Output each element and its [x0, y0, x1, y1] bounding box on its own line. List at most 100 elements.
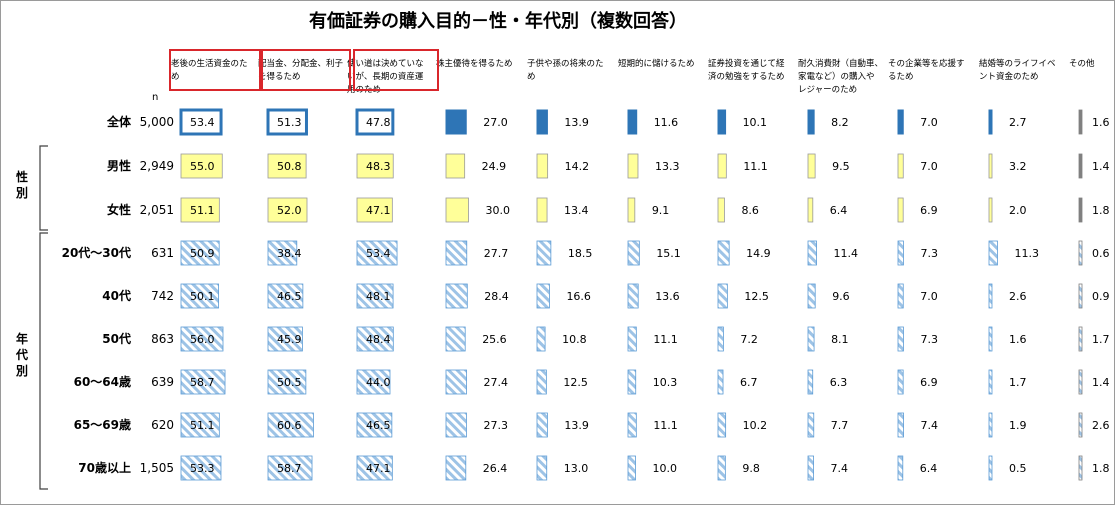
value-label: 9.8: [742, 462, 760, 475]
value-label: 9.6: [832, 290, 850, 303]
row-label: 男性: [107, 158, 131, 173]
group-label-char: 年: [16, 331, 28, 346]
header-highlight-box: [353, 49, 439, 91]
bar-1-4: [536, 153, 549, 179]
bar-6-3: [445, 369, 467, 395]
row-label: 女性: [107, 202, 131, 217]
column-header-line: 済の勉強をするため: [708, 71, 785, 82]
value-label: 26.4: [483, 462, 508, 475]
column-header-line: ント資金のため: [979, 71, 1039, 82]
column-header-line: 証券投資を通じて経: [708, 58, 785, 69]
value-label: 51.3: [277, 116, 302, 129]
bar-1-9: [988, 153, 993, 179]
value-label: 46.5: [366, 419, 391, 432]
column-header-line: レジャーのため: [798, 85, 857, 95]
value-label: 53.4: [190, 116, 215, 129]
bar-3-8: [897, 240, 904, 266]
bar-4-3: [445, 283, 468, 309]
value-label: 50.9: [190, 247, 215, 260]
bar-4-5: [627, 283, 639, 309]
value-label: 52.0: [277, 204, 302, 217]
column-header-line: その企業等を応援す: [888, 58, 965, 69]
bar-2-9: [988, 197, 993, 223]
bar-3-5: [627, 240, 640, 266]
bar-1-2: [356, 153, 394, 179]
bar-5-2: [356, 326, 394, 352]
value-label: 25.6: [482, 333, 507, 346]
value-label: 11.6: [654, 116, 679, 129]
row-n: 742: [151, 289, 174, 303]
value-label: 2.7: [1009, 116, 1027, 129]
value-label: 1.8: [1092, 204, 1110, 217]
bar-0-6: [717, 109, 727, 135]
bar-1-8: [897, 153, 904, 179]
bar-5-9: [988, 326, 993, 352]
value-label: 13.4: [564, 204, 589, 217]
value-label: 7.3: [920, 333, 938, 346]
n-label: n: [152, 92, 158, 103]
value-label: 1.6: [1092, 116, 1110, 129]
value-label: 14.9: [746, 247, 771, 260]
value-label: 3.2: [1009, 160, 1027, 173]
value-label: 46.5: [277, 290, 302, 303]
bar-1-3: [445, 153, 466, 179]
bar-7-3: [445, 412, 467, 438]
bar-3-9: [988, 240, 998, 266]
column-header-line: 結婚等のライフイベ: [979, 58, 1056, 69]
value-label: 2.0: [1009, 204, 1027, 217]
bar-4-8: [897, 283, 904, 309]
bar-3-3: [445, 240, 468, 266]
bar-3-7: [807, 240, 817, 266]
value-label: 47.1: [366, 204, 391, 217]
row-label: 70歳以上: [78, 460, 131, 475]
value-label: 0.9: [1092, 290, 1110, 303]
header-highlight-box: [169, 49, 261, 91]
value-label: 7.2: [740, 333, 758, 346]
column-header-line: め: [171, 72, 180, 82]
bar-0-1: [266, 108, 308, 136]
value-label: 11.3: [1014, 247, 1039, 260]
bar-2-4: [536, 197, 548, 223]
value-label: 11.1: [743, 160, 768, 173]
bar-4-0: [180, 283, 219, 309]
bar-5-5: [627, 326, 637, 352]
bar-6-2: [356, 369, 391, 395]
column-header-line: 配当金、分配金、利子: [258, 58, 344, 69]
row-n: 1,505: [140, 461, 174, 475]
bar-8-8: [897, 455, 904, 481]
bar-4-2: [356, 283, 394, 309]
value-label: 48.3: [366, 160, 391, 173]
value-label: 1.8: [1092, 462, 1110, 475]
bar-6-0: [180, 369, 226, 395]
value-label: 10.1: [743, 116, 768, 129]
value-label: 11.4: [834, 247, 859, 260]
bar-5-1: [267, 326, 303, 352]
bar-7-7: [807, 412, 815, 438]
column-header-line: 耐久消費財（自動車、: [798, 58, 883, 69]
value-label: 1.4: [1092, 160, 1110, 173]
value-label: 10.3: [653, 376, 678, 389]
bar-8-1: [267, 455, 313, 481]
bar-2-1: [267, 197, 308, 223]
bar-7-8: [897, 412, 904, 438]
value-label: 7.0: [920, 160, 938, 173]
value-label: 30.0: [486, 204, 511, 217]
row-n: 5,000: [140, 115, 174, 129]
value-label: 2.6: [1009, 290, 1027, 303]
bar-8-9: [988, 455, 993, 481]
value-label: 7.0: [920, 290, 938, 303]
value-label: 7.7: [831, 419, 849, 432]
value-label: 24.9: [482, 160, 507, 173]
value-label: 6.3: [830, 376, 848, 389]
value-label: 1.7: [1009, 376, 1027, 389]
column-header-line: その他: [1069, 58, 1095, 69]
bar-0-9: [988, 109, 993, 135]
bar-2-10: [1078, 197, 1083, 223]
value-label: 7.0: [920, 116, 938, 129]
row-n: 2,949: [140, 159, 174, 173]
row-n: 620: [151, 418, 174, 432]
value-label: 7.4: [921, 419, 939, 432]
value-label: 55.0: [190, 160, 215, 173]
value-label: 47.1: [366, 462, 391, 475]
